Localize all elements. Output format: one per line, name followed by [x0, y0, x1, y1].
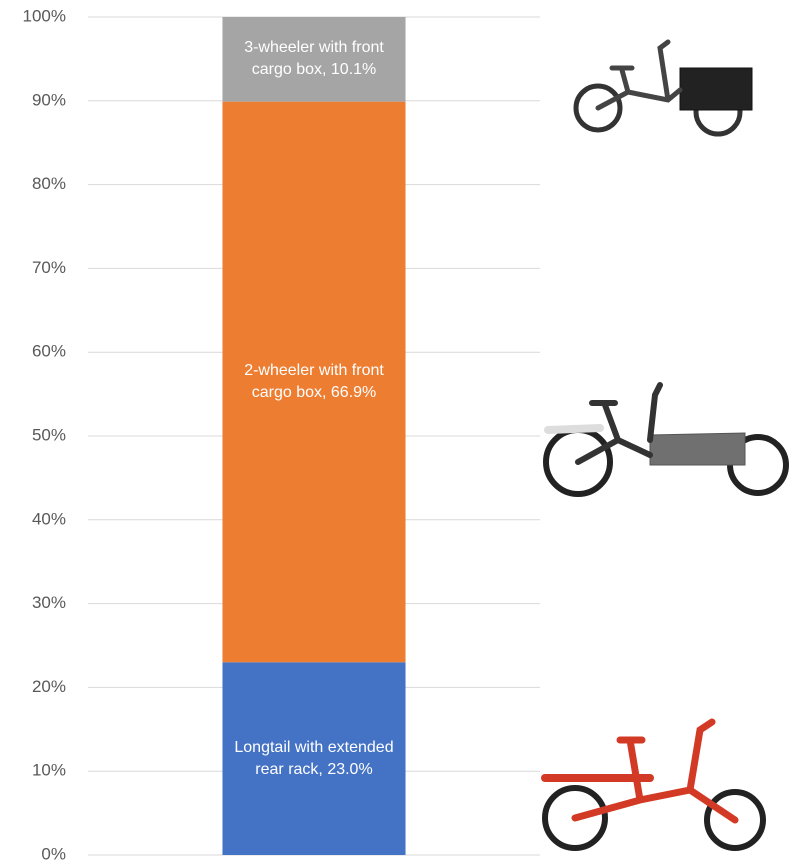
- bar-segment: [222, 101, 406, 663]
- data-label: 2-wheeler with front cargo box, 66.9%: [244, 361, 384, 401]
- y-tick-label: 40%: [32, 509, 66, 528]
- bar-segment: [222, 662, 406, 855]
- y-tick-label: 60%: [32, 342, 66, 361]
- y-tick-label: 80%: [32, 174, 66, 193]
- y-tick-label: 10%: [32, 761, 66, 780]
- data-label: Longtail with extended rear rack, 23.0%: [234, 738, 394, 778]
- longtail-illustration: [541, 718, 766, 851]
- y-tick-label: 30%: [32, 593, 66, 612]
- y-tick-label: 100%: [23, 6, 66, 25]
- bike-illustrations: [541, 39, 789, 851]
- bar-segment: [222, 17, 406, 102]
- y-tick-label: 50%: [32, 425, 66, 444]
- y-tick-label: 0%: [41, 844, 66, 863]
- data-label: 3-wheeler with front cargo box, 10.1%: [244, 39, 384, 79]
- y-tick-label: 90%: [32, 90, 66, 109]
- y-tick-label: 70%: [32, 258, 66, 277]
- y-tick-label: 20%: [32, 677, 66, 696]
- two-wheeler-illustration: [543, 382, 789, 497]
- tricycle-illustration: [573, 39, 753, 137]
